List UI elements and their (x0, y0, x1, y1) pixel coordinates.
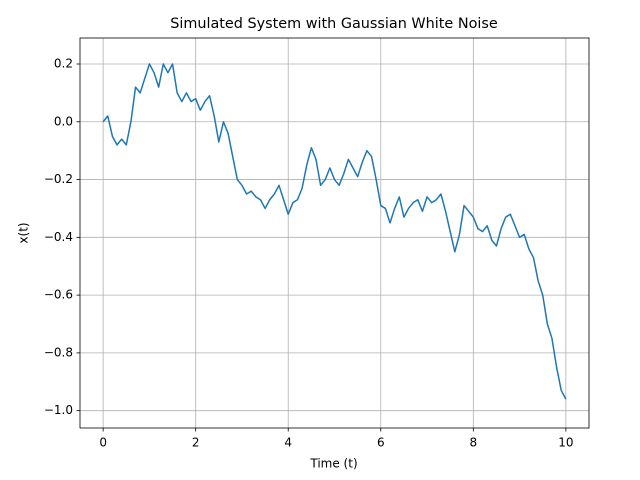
data-line (102, 63, 567, 400)
x-tick-label: 10 (558, 436, 573, 450)
x-tick-label: 4 (284, 436, 292, 450)
x-tick-label: 6 (377, 436, 385, 450)
x-tick-label: 0 (99, 436, 107, 450)
y-tick-label: −0.4 (44, 230, 73, 244)
y-tick-label: −0.2 (44, 172, 73, 186)
y-tick-label: 0.0 (54, 114, 73, 128)
y-tick-label: −1.0 (44, 403, 73, 417)
chart-title: Simulated System with Gaussian White Noi… (170, 16, 498, 32)
x-axis-label: Time (t) (309, 457, 357, 471)
y-tick-label: −0.6 (44, 288, 73, 302)
x-tick-label: 8 (469, 436, 477, 450)
y-tick-label: −0.8 (44, 345, 73, 359)
y-tick-label: 0.2 (54, 57, 73, 71)
y-axis-label: x(t) (17, 222, 31, 243)
axes-frame (79, 37, 590, 429)
x-tick-label: 2 (192, 436, 200, 450)
